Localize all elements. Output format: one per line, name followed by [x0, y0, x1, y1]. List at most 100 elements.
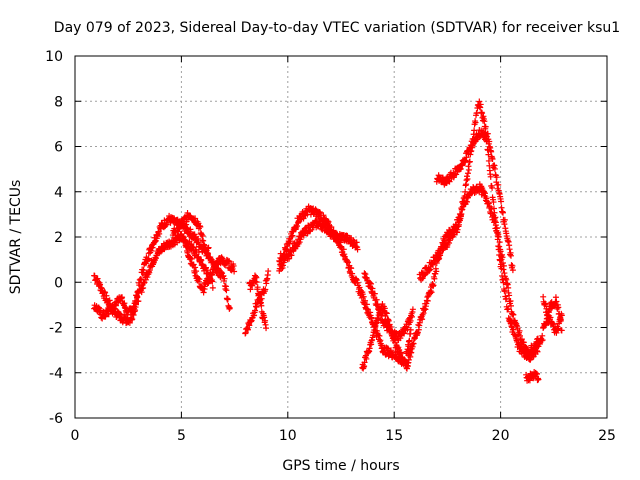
data-point — [493, 174, 500, 181]
data-point — [426, 267, 433, 274]
data-point — [430, 282, 437, 289]
data-point — [398, 349, 405, 356]
data-point — [296, 239, 303, 246]
data-point — [373, 296, 380, 303]
data-point — [195, 249, 202, 256]
data-point — [550, 321, 557, 328]
chart-title: Day 079 of 2023, Sidereal Day-to-day VTE… — [54, 20, 620, 36]
data-point — [542, 301, 549, 308]
data-point — [431, 275, 438, 282]
data-point — [201, 241, 208, 248]
data-point — [140, 284, 147, 291]
series-sat-b — [91, 231, 216, 327]
data-point — [501, 288, 508, 295]
data-point — [200, 289, 207, 296]
data-point — [491, 165, 498, 172]
data-point — [209, 284, 216, 291]
data-point — [462, 157, 469, 164]
series-sat-n — [523, 369, 542, 384]
data-point — [407, 317, 414, 324]
data-point — [534, 348, 541, 355]
data-point — [287, 238, 294, 245]
data-point — [263, 325, 270, 332]
data-point — [226, 304, 233, 311]
data-point — [156, 230, 163, 237]
data-point — [95, 304, 102, 311]
data-point — [406, 337, 413, 344]
data-point — [192, 264, 199, 271]
data-point — [553, 298, 560, 305]
data-point — [506, 246, 513, 253]
y-tick-label: 0 — [54, 275, 63, 291]
data-point — [188, 255, 195, 262]
y-tick-label: 6 — [54, 140, 63, 156]
data-point — [253, 279, 260, 286]
data-point — [490, 212, 497, 219]
data-point — [433, 268, 440, 275]
data-point — [505, 284, 512, 291]
data-point — [307, 211, 314, 218]
data-point — [482, 123, 489, 130]
data-point — [221, 275, 228, 282]
series-sat-j — [361, 270, 416, 344]
y-tick-label: 8 — [54, 94, 63, 110]
data-point — [376, 332, 383, 339]
data-point — [362, 297, 369, 304]
data-point — [491, 218, 498, 225]
data-point — [102, 289, 109, 296]
data-point — [466, 158, 473, 165]
data-point — [193, 268, 200, 275]
y-tick-label: 10 — [45, 49, 63, 65]
data-point — [429, 261, 436, 268]
series-sat-m — [433, 127, 516, 274]
data-point — [279, 262, 286, 269]
y-tick-label: 2 — [54, 230, 63, 246]
data-point — [254, 284, 261, 291]
data-point — [405, 359, 412, 366]
series-sat-p — [540, 310, 565, 336]
data-point — [503, 295, 510, 302]
y-tick-label: -2 — [49, 321, 63, 337]
series-sat-d — [182, 242, 238, 296]
data-point — [459, 162, 466, 169]
data-point — [152, 237, 159, 244]
data-point — [262, 286, 269, 293]
data-point — [535, 376, 542, 383]
data-point — [348, 265, 355, 272]
data-point — [363, 301, 370, 308]
data-point — [223, 287, 230, 294]
y-axis-label: SDTVAR / TECUs — [8, 180, 24, 295]
data-point — [230, 262, 237, 269]
data-point — [477, 101, 484, 108]
data-point — [395, 344, 402, 351]
data-point — [523, 345, 530, 352]
data-point — [508, 252, 515, 259]
data-point — [197, 223, 204, 230]
data-point — [363, 355, 370, 362]
data-point — [464, 170, 471, 177]
data-point — [196, 276, 203, 283]
data-point — [506, 292, 513, 299]
data-point — [204, 280, 211, 287]
data-point — [558, 312, 565, 319]
data-point — [97, 281, 104, 288]
data-point — [487, 173, 494, 180]
data-point — [256, 291, 263, 298]
data-point — [163, 221, 170, 228]
data-point — [500, 279, 507, 286]
data-point — [98, 285, 105, 292]
data-point — [508, 302, 515, 309]
x-tick-label: 10 — [279, 428, 297, 444]
data-point — [535, 343, 542, 350]
data-point — [451, 231, 458, 238]
data-point — [488, 205, 495, 212]
data-point — [129, 316, 136, 323]
data-point — [325, 218, 332, 225]
data-point — [555, 304, 562, 311]
data-point — [281, 250, 288, 257]
data-point — [404, 326, 411, 333]
data-point — [526, 377, 533, 384]
data-point — [462, 188, 469, 195]
data-point — [463, 154, 470, 161]
data-point — [495, 181, 502, 188]
